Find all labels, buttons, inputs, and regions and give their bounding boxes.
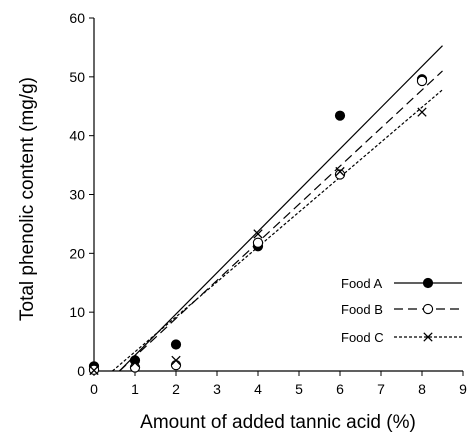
y-axis-title: Total phenolic content (mg/g)	[17, 77, 38, 321]
fit-lines	[112, 45, 443, 372]
fit-line-3	[112, 89, 443, 372]
x-tick-label: 7	[377, 381, 385, 397]
legend-label: Food A	[341, 276, 383, 291]
legend-marker	[423, 332, 433, 342]
legend: Food A Food B Food C	[341, 276, 462, 345]
x-tick-label: 9	[459, 381, 467, 397]
x-tick-label: 2	[172, 381, 180, 397]
axes: 0 1 2 3 4 5 6 7 8 9 0 10 20 30 40 50 60	[69, 10, 467, 397]
point-series-2	[416, 75, 428, 87]
point-series-1	[334, 110, 346, 121]
y-tick-label: 0	[77, 363, 85, 379]
point-series-2	[252, 237, 264, 248]
fit-line-2	[119, 70, 443, 372]
point-series-1	[170, 339, 182, 350]
y-tick-label: 40	[69, 128, 85, 144]
x-tick-label: 3	[213, 381, 221, 397]
legend-label: Food B	[341, 302, 383, 317]
data-points	[88, 74, 428, 376]
point-series-3	[253, 229, 263, 239]
point-series-3	[89, 365, 99, 376]
fit-line-1	[118, 45, 443, 372]
y-tick-label: 20	[69, 245, 85, 261]
point-series-3	[130, 358, 140, 368]
y-tick-label: 60	[69, 10, 85, 26]
x-tick-label: 5	[295, 381, 303, 397]
legend-marker	[422, 277, 434, 289]
point-series-2	[170, 359, 182, 371]
point-series-2	[129, 362, 141, 373]
y-tick-label: 30	[69, 187, 85, 203]
x-tick-label: 8	[418, 381, 426, 397]
x-tick-label: 4	[254, 381, 262, 397]
y-tick-label: 10	[69, 304, 85, 320]
point-series-2	[334, 169, 346, 180]
point-series-3	[417, 107, 427, 117]
point-series-3	[335, 166, 345, 177]
legend-label: Food C	[341, 330, 384, 345]
x-axis-title: Amount of added tannic acid (%)	[140, 412, 416, 433]
legend-marker	[422, 303, 434, 315]
y-tick-label: 50	[69, 69, 85, 85]
x-tick-label: 6	[336, 381, 344, 397]
point-series-3	[171, 355, 181, 366]
x-tick-label: 1	[131, 381, 139, 397]
x-tick-label: 0	[90, 381, 98, 397]
